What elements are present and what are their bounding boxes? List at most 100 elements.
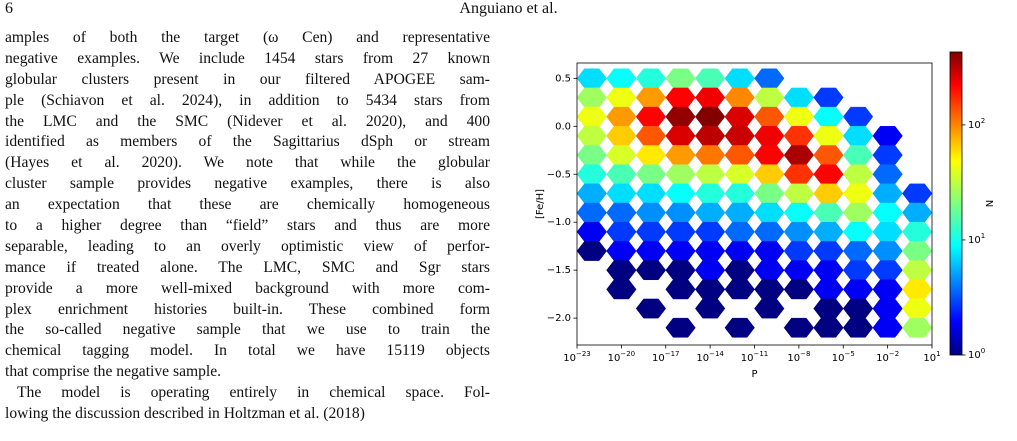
hex-cell [665, 145, 696, 165]
text-line: lowing the discussion described in Holtz… [5, 405, 365, 423]
hex-cell [813, 241, 844, 261]
hex-cell [754, 279, 785, 300]
x-tick-label: 10−2 [876, 350, 899, 364]
hex-cell [606, 241, 637, 261]
y-tick-label: −2.0 [547, 313, 571, 324]
text-line: amples of both the target (ω Cen) and re… [5, 29, 490, 46]
hex-cell [813, 126, 844, 146]
y-tick-label: 0.0 [555, 121, 571, 132]
hex-cell [783, 183, 814, 204]
hex-cell [783, 202, 814, 223]
hex-cell [842, 126, 874, 146]
text-line: ple (Schiavon et al. 2024), in addition … [5, 91, 490, 109]
hex-cell [576, 145, 607, 165]
hex-cell [783, 279, 814, 300]
text-line: separable, leading to an overly optimist… [5, 237, 490, 255]
hex-cell [783, 317, 814, 338]
x-tick-label: 10−20 [608, 350, 636, 364]
hex-cell [754, 106, 785, 127]
text-line: the so-called negative sample that we us… [5, 321, 490, 339]
hex-cell [695, 260, 726, 281]
hex-cell [842, 183, 874, 204]
hex-cell [695, 241, 726, 261]
text-line: chemical tagging model. In total we have… [5, 342, 490, 360]
hex-cell [695, 126, 726, 146]
hex-cell [724, 126, 755, 146]
hex-cell [724, 87, 755, 108]
hex-cell [872, 221, 903, 242]
hex-cell [635, 183, 667, 204]
y-tick-label: −1.0 [547, 217, 571, 228]
hex-cell [665, 126, 696, 146]
hex-cell [783, 106, 814, 127]
hex-cell [724, 241, 755, 261]
hex-cell [724, 202, 755, 223]
hex-cell [635, 164, 667, 185]
hex-cell [754, 202, 785, 223]
hex-cell [635, 241, 667, 261]
hex-cell [872, 202, 903, 223]
hex-cell [635, 221, 667, 242]
y-tick-label: 0.5 [555, 73, 571, 84]
hex-cell [813, 317, 844, 338]
hex-cell [695, 87, 726, 108]
hex-cell [695, 202, 726, 223]
hex-cell [872, 183, 903, 204]
hex-cell [842, 317, 874, 338]
running-head: Anguiano et al. [459, 0, 558, 17]
text-line: cluster sample provides negative example… [5, 175, 490, 193]
hex-cell [872, 164, 903, 185]
hex-cell [754, 126, 785, 146]
hex-cell [724, 260, 755, 281]
colorbar-tick-label: 101 [968, 232, 985, 246]
x-tick-label: 10−11 [741, 350, 769, 364]
hex-cell [576, 68, 607, 89]
hex-cell [576, 106, 607, 127]
hex-cell [724, 106, 755, 127]
hex-cell [576, 241, 607, 261]
hex-cell [842, 221, 874, 242]
hex-cell [606, 164, 637, 185]
hex-cell [695, 164, 726, 185]
hex-cell [635, 260, 667, 281]
hex-cell [813, 183, 844, 204]
text-line: identified as members of the Sagittarius… [5, 133, 490, 151]
hex-cell [754, 260, 785, 281]
colorbar-tick-label: 102 [968, 117, 985, 131]
hex-cell [635, 106, 667, 127]
text-line: The model is operating entirely in chemi… [17, 384, 490, 402]
hex-cell [872, 298, 903, 319]
text-column: amples of both the target (ω Cen) and re… [5, 28, 490, 425]
hex-cell [842, 241, 874, 261]
hex-cell [813, 87, 844, 108]
hex-cell [695, 68, 726, 89]
hex-cell [754, 68, 785, 89]
hex-cell [665, 279, 696, 300]
hex-cell [783, 164, 814, 185]
hex-cell [842, 279, 874, 300]
hex-cell [754, 164, 785, 185]
hex-cell [606, 260, 637, 281]
hex-cell [576, 183, 607, 204]
y-tick-label: −0.5 [547, 169, 571, 180]
hex-cell [606, 87, 637, 108]
hex-cell [902, 241, 933, 261]
hex-cell [606, 279, 637, 300]
hex-cell [695, 183, 726, 204]
hex-cell [724, 183, 755, 204]
x-tick-label: 101 [923, 350, 940, 364]
hex-cell [902, 202, 933, 223]
hex-cell [665, 87, 696, 108]
hex-cell [576, 221, 607, 242]
hex-cell [635, 145, 667, 165]
colorbar-tick-label: 100 [968, 347, 985, 361]
hex-cell [902, 183, 933, 204]
hex-cell [783, 126, 814, 146]
hex-cell [695, 106, 726, 127]
hex-cell [813, 298, 844, 319]
hex-cell [665, 106, 696, 127]
hex-cell [606, 68, 637, 89]
hex-cell [842, 260, 874, 281]
